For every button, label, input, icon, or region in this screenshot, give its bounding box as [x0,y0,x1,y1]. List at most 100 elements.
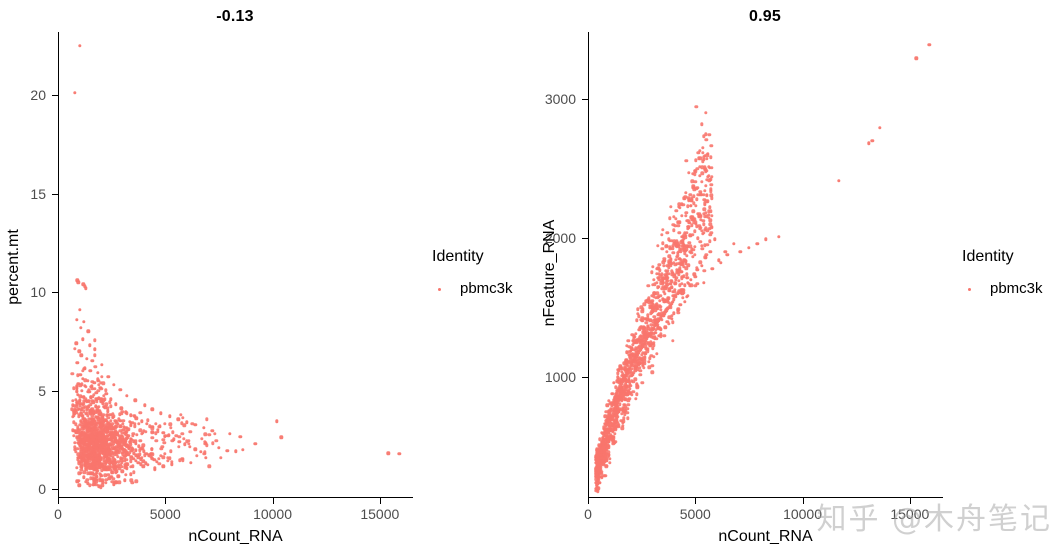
data-point [80,451,84,456]
x-tick-label: 0 [584,506,592,522]
data-point [95,428,99,432]
data-point [84,460,88,465]
data-point [699,192,703,197]
data-point [93,347,97,351]
data-point [128,440,132,444]
data-point [658,281,663,286]
data-point [708,218,713,222]
data-point [98,421,102,426]
data-point [91,418,96,422]
data-point [656,317,660,321]
y-tick [582,377,588,379]
data-point [93,420,97,424]
data-point [125,436,130,440]
data-point [124,451,128,455]
data-point [114,451,118,455]
data-point [668,261,673,265]
data-point [652,336,657,340]
data-point [661,260,665,265]
data-point [594,466,599,471]
data-point [695,281,699,286]
data-point [165,459,170,463]
data-point [91,426,96,430]
data-point [95,437,99,442]
data-point [611,422,615,427]
data-point [87,440,91,444]
data-point [611,392,615,396]
data-point [86,414,90,418]
data-point [641,356,646,361]
data-point [594,456,599,460]
data-point [605,442,609,447]
data-point [643,359,647,364]
data-point [626,389,630,394]
data-point [707,239,712,243]
data-point [169,449,173,454]
data-point [101,439,105,444]
data-point [691,184,696,188]
data-point [121,427,125,432]
data-point [103,452,107,456]
data-point [640,343,645,347]
data-point [85,463,90,468]
data-point [695,224,699,228]
data-point [214,439,218,443]
data-point [611,438,615,443]
data-point [87,399,91,403]
data-point [680,287,685,292]
data-point [90,418,94,423]
data-point [104,446,108,450]
data-point [179,413,183,417]
legend-item-pbmc3k-left[interactable]: pbmc3k [432,280,513,297]
data-point [648,331,653,335]
data-point [98,466,102,470]
data-point [638,344,642,348]
data-point [104,448,109,452]
data-point [83,404,87,409]
data-point [85,435,90,439]
data-point [657,333,661,338]
data-point [108,397,113,402]
data-point [97,439,101,444]
data-point [72,409,77,413]
legend-item-pbmc3k-right[interactable]: pbmc3k [962,280,1043,297]
data-point [616,424,621,429]
data-point [651,319,655,324]
data-point [619,387,624,391]
data-point [664,284,669,288]
data-point [113,429,118,434]
data-point [594,454,598,458]
data-point [682,247,686,252]
data-point [82,449,86,454]
data-point [598,481,602,485]
data-point [594,474,599,479]
data-point [637,337,641,341]
data-point [90,434,95,438]
data-point [101,415,105,419]
data-point [79,449,83,453]
data-point [91,437,95,442]
data-point [113,458,117,462]
data-point [96,388,101,393]
data-point [115,441,119,445]
data-point [599,458,604,462]
data-point [623,368,627,372]
data-point [601,436,605,440]
data-point [83,419,87,423]
data-point [114,469,119,473]
data-point [102,440,107,444]
data-point [614,415,619,419]
data-point [95,465,100,470]
data-point [599,472,604,476]
legend-title-right: Identity [962,248,1014,265]
data-point [91,448,95,452]
data-point [664,277,668,281]
data-point [130,448,134,452]
data-point [606,419,610,424]
data-point [80,432,84,437]
data-point [94,435,98,439]
data-point [90,461,94,466]
data-point [98,450,102,454]
data-point [603,431,607,435]
data-point [139,447,143,451]
